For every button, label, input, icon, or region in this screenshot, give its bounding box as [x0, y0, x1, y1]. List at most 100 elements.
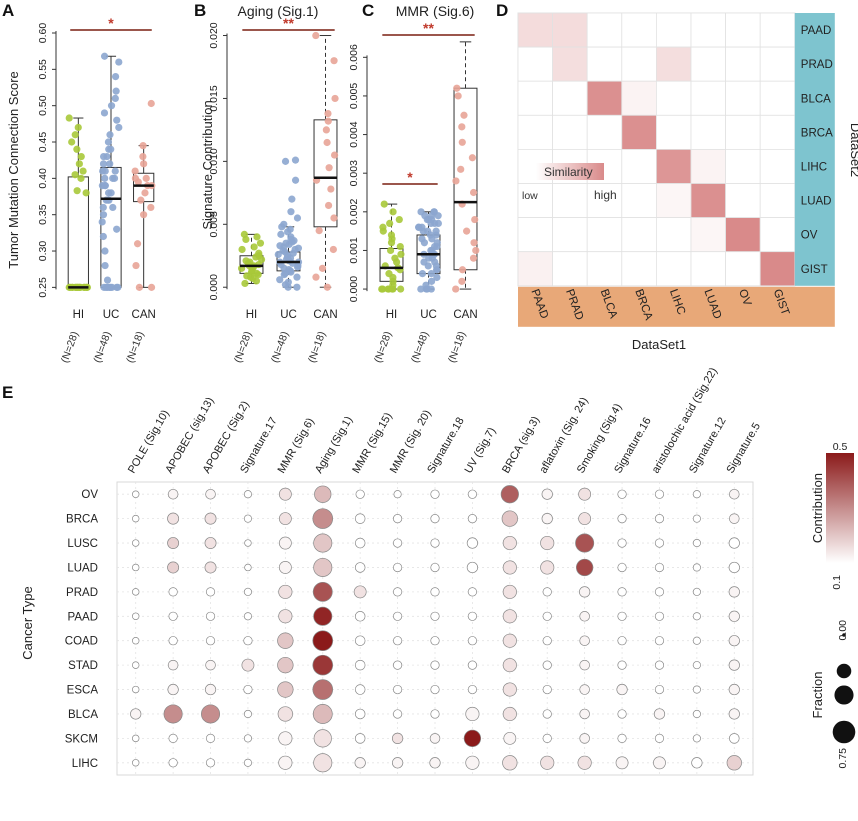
panel-e-ylabel: Cancer Type — [20, 586, 35, 659]
data-point-hi — [253, 233, 261, 241]
data-point-can — [458, 277, 466, 285]
bubble — [728, 537, 740, 549]
heatmap-y-label: BLCA — [801, 93, 831, 105]
significance-label: ** — [423, 20, 434, 36]
data-point-hi — [68, 138, 76, 146]
bubble — [541, 488, 553, 500]
data-point-hi — [74, 123, 82, 132]
data-point-hi — [77, 174, 85, 182]
fraction-legend-dot — [842, 633, 846, 637]
data-point-uc — [101, 247, 109, 255]
data-point-can — [147, 283, 156, 291]
bubble — [540, 755, 555, 770]
data-point-hi — [379, 285, 387, 293]
bubble — [653, 708, 666, 720]
data-point-uc — [114, 283, 122, 291]
heatmap-cell — [690, 251, 726, 287]
data-point-hi — [380, 200, 388, 208]
bubble — [205, 733, 216, 743]
contribution-legend-bar — [826, 453, 854, 563]
data-point-uc — [113, 116, 121, 124]
bubble — [467, 684, 478, 695]
bubble — [502, 633, 517, 648]
data-point-hi — [79, 167, 87, 175]
bubble — [726, 755, 742, 771]
cancer-type-label: LUSC — [67, 538, 98, 550]
data-point-can — [452, 177, 460, 185]
significance-label: * — [407, 169, 413, 185]
data-point-uc — [291, 156, 300, 164]
bubble — [654, 514, 665, 524]
data-point-hi — [77, 152, 85, 161]
bubble — [278, 755, 293, 770]
data-point-can — [324, 117, 332, 125]
heatmap-cell — [586, 251, 623, 287]
data-point-uc — [422, 281, 430, 289]
data-point-hi — [255, 249, 263, 257]
dataset2-label-bar — [794, 13, 835, 286]
bubble — [353, 585, 367, 599]
bubble — [692, 709, 701, 719]
data-point-uc — [99, 203, 107, 212]
bubble — [501, 510, 518, 527]
bubble — [728, 659, 740, 671]
heatmap-cell — [690, 80, 726, 116]
data-point-uc — [420, 258, 428, 266]
data-point-hi — [73, 145, 81, 153]
cancer-type-label: LUAD — [67, 562, 98, 574]
bubble — [542, 733, 552, 743]
heatmap-cell — [656, 80, 692, 116]
dataset1-label-bar — [518, 286, 835, 327]
heatmap-cell — [656, 251, 692, 287]
data-point-hi — [238, 245, 246, 254]
panels-layer: 0.25 0.30 0.35 0.40 0.45 0.50 0.55 0.60 HI (N=28)… — [37, 12, 856, 776]
data-point-can — [471, 215, 479, 224]
bubble — [204, 537, 217, 549]
bubble — [579, 586, 591, 598]
data-point-can — [133, 240, 142, 248]
bubble — [168, 758, 178, 768]
data-point-hi — [73, 187, 81, 195]
signature-label: UV (Sig.7) — [463, 426, 499, 476]
data-point-uc — [276, 242, 284, 250]
bubble — [132, 759, 140, 767]
heatmap-cell — [517, 251, 553, 287]
data-point-uc — [427, 270, 435, 278]
heatmap-cell — [621, 12, 657, 48]
bubble — [654, 733, 665, 743]
heatmap-cell — [656, 114, 692, 150]
y-tick-label-A: 0.35 — [37, 204, 49, 225]
heatmap-cell — [690, 217, 726, 253]
cancer-type-label: LIHC — [72, 758, 98, 770]
bubble — [277, 656, 294, 674]
bubble — [540, 560, 555, 575]
bubble — [466, 561, 479, 574]
data-point-hi — [379, 223, 387, 231]
bubble — [354, 635, 366, 646]
bubble — [354, 513, 366, 524]
signature-label: MMR (Sig.6) — [276, 416, 317, 475]
data-point-can — [140, 211, 148, 219]
data-point-uc — [427, 219, 435, 228]
bubble — [313, 557, 333, 577]
bubble — [354, 684, 366, 695]
bubble — [278, 609, 293, 624]
bubble — [728, 635, 740, 647]
data-point-uc — [110, 174, 119, 182]
x-tick-label-A: CAN — [132, 309, 156, 321]
x-tick-label-A: HI — [73, 309, 85, 321]
heatmap-x-label: OV — [736, 288, 753, 308]
bubble — [500, 485, 519, 504]
cancer-type-label: ESCA — [67, 685, 99, 697]
n-label-A: (N=18) — [124, 330, 146, 365]
data-point-uc — [113, 225, 121, 233]
bubble — [575, 533, 595, 553]
bubble — [354, 537, 366, 549]
bubble — [430, 489, 440, 499]
data-point-uc — [100, 52, 109, 60]
data-point-can — [324, 201, 333, 210]
bubble — [314, 485, 332, 503]
heatmap-cell — [517, 114, 553, 150]
fraction-legend-dot — [834, 685, 854, 705]
data-point-hi — [397, 250, 405, 258]
